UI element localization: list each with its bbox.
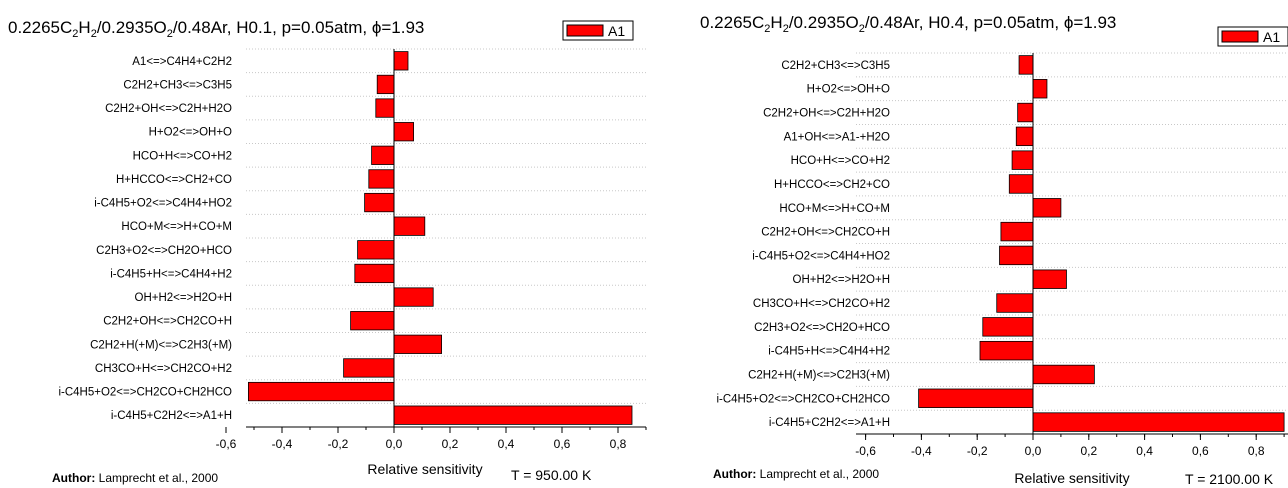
bar [393, 122, 415, 142]
x-tick-label: -0,2 [967, 444, 988, 458]
author-note: Author: Lamprecht et al., 2000 [52, 471, 218, 485]
category-label: A1+OH<=>A1-+H2O [784, 131, 890, 143]
chart-2: 0.2265C2H2/0.2935O2/0.48Ar, H0.4, p=0.05… [700, 13, 1288, 487]
bar [247, 381, 395, 402]
category-label: C2H2+OH<=>C2H+H2O [763, 108, 890, 120]
legend-swatch [1221, 30, 1259, 43]
x-tick-label: 0,4 [1136, 444, 1153, 458]
category-label: OH+H2<=>H2O+H [793, 274, 890, 286]
category-label: i-C4H5+O2<=>CH2CO+CH2HCO [716, 393, 890, 405]
category-label: C2H2+CH3<=>C3H5 [781, 60, 890, 72]
x-tick-label: 0,6 [554, 437, 571, 451]
bar [1011, 150, 1034, 170]
chart-1: 0.2265C2H2/0.2935O2/0.48Ar, H0.1, p=0.05… [8, 18, 647, 485]
x-tick-label: -0,2 [328, 437, 349, 451]
category-label: i-C4H5+C2H2<=>A1+H [111, 410, 232, 422]
x-axis-label: Relative sensitivity [367, 461, 482, 477]
bar [1017, 102, 1034, 123]
bar [364, 192, 395, 213]
category-label: C2H3+O2<=>CH2O+HCO [754, 322, 890, 334]
x-tick-label: 0,0 [1025, 444, 1042, 458]
category-label: i-C4H5+H<=>C4H4+H2 [768, 346, 890, 358]
bar [999, 245, 1034, 266]
bar [393, 216, 426, 236]
bar [1032, 364, 1095, 385]
bar [357, 240, 395, 260]
x-tick-label: 0,6 [1192, 444, 1209, 458]
bar [1032, 79, 1048, 99]
x-tick-label: 0,8 [610, 437, 627, 451]
category-label: C2H3+O2<=>CH2O+HCO [96, 245, 232, 257]
legend-swatch [566, 24, 604, 37]
bar [979, 340, 1034, 361]
bar [368, 169, 395, 189]
bar [996, 293, 1034, 313]
bar [393, 405, 633, 425]
bar [1018, 55, 1034, 75]
bar [1032, 198, 1062, 218]
bar [982, 317, 1034, 337]
category-label: HCO+M<=>H+CO+M [779, 203, 890, 215]
category-label: C2H2+OH<=>CH2CO+H [103, 316, 232, 328]
bar [1000, 221, 1034, 242]
category-label: A1<=>C4H4+C2H2 [132, 56, 232, 68]
chart-title: 0.2265C2H2/0.2935O2/0.48Ar, H0.1, p=0.05… [8, 18, 424, 40]
bar [393, 51, 409, 71]
bar [393, 287, 434, 307]
bar [918, 388, 1034, 408]
category-label: C2H2+OH<=>C2H+H2O [105, 103, 232, 115]
legend-label: A1 [608, 23, 625, 39]
x-tick-label: 0,2 [1080, 444, 1097, 458]
bar [343, 358, 395, 378]
category-label: CH3CO+H<=>CH2CO+H2 [95, 363, 232, 375]
bar [375, 98, 395, 118]
temperature-label: T = 950.00 K [511, 467, 592, 483]
bar [354, 263, 395, 284]
category-label: H+HCCO<=>CH2+CO [116, 174, 232, 186]
category-label: C2H2+H(+M)<=>C2H3(+M) [748, 369, 890, 381]
category-label: i-C4H5+C2H2<=>A1+H [769, 417, 890, 429]
category-label: H+O2<=>OH+O [807, 84, 890, 96]
x-tick-label: -0,6 [855, 444, 876, 458]
x-tick-label: -0,4 [272, 437, 293, 451]
category-label: HCO+H<=>CO+H2 [133, 150, 232, 162]
x-tick-label: 0,2 [442, 437, 459, 451]
chart-title: 0.2265C2H2/0.2935O2/0.48Ar, H0.4, p=0.05… [700, 13, 1116, 35]
x-tick-label: 0,8 [1248, 444, 1265, 458]
category-label: i-C4H5+O2<=>CH2CO+CH2HCO [58, 387, 232, 399]
bar [1032, 412, 1285, 432]
bar [350, 311, 395, 331]
category-label: C2H2+H(+M)<=>C2H3(+M) [90, 339, 232, 351]
x-tick-label: 0,4 [498, 437, 515, 451]
category-label: HCO+M<=>H+CO+M [121, 221, 232, 233]
x-axis-label: Relative sensitivity [1014, 470, 1129, 486]
category-label: i-C4H5+O2<=>C4H4+HO2 [752, 250, 890, 262]
bar [393, 334, 442, 354]
temperature-label: T = 2100.00 K [1185, 471, 1274, 487]
x-tick-label: -0,4 [911, 444, 932, 458]
category-label: i-C4H5+H<=>C4H4+H2 [110, 268, 232, 280]
category-label: H+O2<=>OH+O [149, 127, 232, 139]
category-label: CH3CO+H<=>CH2CO+H2 [753, 298, 890, 310]
bar [1008, 174, 1034, 194]
category-label: H+HCCO<=>CH2+CO [774, 179, 890, 191]
legend-label: A1 [1263, 29, 1280, 45]
bar [1032, 269, 1067, 289]
legend: A1 [1217, 26, 1288, 47]
category-label: HCO+H<=>CO+H2 [791, 155, 890, 167]
x-tick-label: -0,6 [216, 437, 237, 451]
legend: A1 [562, 20, 634, 41]
category-label: i-C4H5+O2<=>C4H4+HO2 [94, 198, 232, 210]
category-label: C2H2+OH<=>CH2CO+H [761, 227, 890, 239]
bar [1015, 126, 1034, 147]
x-tick-label: 0,0 [386, 437, 403, 451]
bar [376, 74, 395, 95]
bar [371, 145, 395, 165]
category-label: OH+H2<=>H2O+H [135, 292, 232, 304]
category-label: C2H2+CH3<=>C3H5 [123, 79, 232, 91]
author-note: Author: Lamprecht et al., 2000 [713, 467, 879, 481]
